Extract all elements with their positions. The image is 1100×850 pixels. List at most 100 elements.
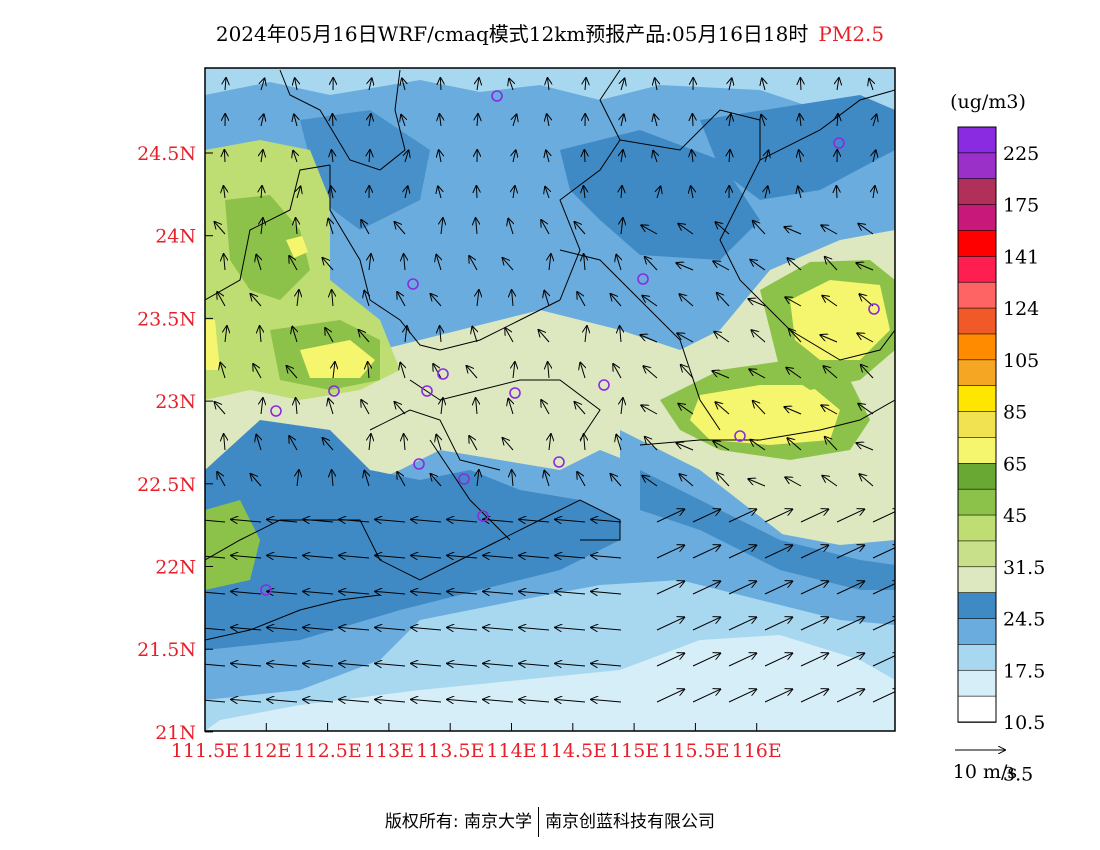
chart-title: 2024年05月16日WRF/cmaq模式12km预报产品:05月16日18时 P… <box>0 18 1100 48</box>
wind-arrow <box>431 474 442 487</box>
wind-arrow <box>714 332 730 343</box>
wind-arrow <box>785 477 802 487</box>
wind-arrow <box>303 699 334 702</box>
wind-arrow <box>821 405 838 415</box>
wind-arrow <box>260 326 261 343</box>
wind-arrow <box>411 591 442 594</box>
colorbar-swatch <box>957 463 997 490</box>
station-marker <box>833 137 845 149</box>
wind-arrow <box>717 293 730 307</box>
wind-arrow <box>339 627 370 630</box>
wind-arrow <box>477 470 479 487</box>
wind-arrow <box>261 186 262 199</box>
wind-arrow <box>787 258 802 271</box>
colorbar-swatch <box>957 230 997 258</box>
wind-arrow <box>297 470 299 487</box>
wind-arrow <box>303 663 334 666</box>
wind-arrow <box>789 329 802 343</box>
wind-arrow <box>224 254 225 271</box>
wind-arrow <box>293 151 297 163</box>
wind-arrow <box>621 150 623 163</box>
colorbar-label: 85 <box>1003 402 1027 424</box>
x-tick-label: 112.5E <box>293 740 361 762</box>
wind-arrow <box>483 663 514 666</box>
wind-arrow <box>750 260 766 271</box>
wind-arrow <box>728 509 756 523</box>
wind-arrow <box>375 627 406 630</box>
wind-arrow <box>575 222 586 235</box>
footer-right: 南京创蓝科技有限公司 <box>545 812 716 832</box>
wind-arrow <box>692 509 720 523</box>
wind-arrow <box>715 222 730 235</box>
wind-arrow <box>400 363 405 379</box>
wind-arrow <box>519 519 550 522</box>
wind-arrow <box>823 366 838 379</box>
wind-arrow <box>765 151 769 163</box>
x-tick-label: 115E <box>609 740 659 762</box>
wind-arrow <box>289 256 298 271</box>
wind-arrow <box>645 437 658 451</box>
wind-arrow <box>512 290 513 307</box>
wind-arrow <box>764 617 792 631</box>
wind-arrow <box>799 150 801 163</box>
station-marker <box>421 385 433 397</box>
wind-arrow <box>677 333 694 343</box>
wind-arrow <box>728 545 756 559</box>
wind-arrow <box>375 699 406 702</box>
wind-arrow <box>585 326 587 343</box>
wind-arrow <box>513 115 517 127</box>
wind-arrow <box>748 299 766 307</box>
wind-arrow <box>375 663 406 666</box>
station-marker <box>509 387 521 399</box>
wind-arrow <box>640 335 658 343</box>
wind-arrow <box>642 476 658 487</box>
wind-arrow <box>256 255 261 271</box>
wind-arrow <box>251 474 262 487</box>
wind-arrow <box>339 555 370 558</box>
colorbar-swatch <box>957 644 997 672</box>
wind-arrow <box>224 150 225 163</box>
colorbar-label: 10.5 <box>1003 712 1045 734</box>
wind-arrow <box>584 254 585 271</box>
wind-arrow <box>585 78 586 91</box>
wind-arrow <box>467 366 478 379</box>
wind-arrow <box>433 364 442 379</box>
wind-arrow <box>297 290 299 307</box>
colorbar-swatch <box>957 618 997 646</box>
wind-arrow <box>655 78 657 91</box>
wind-arrow <box>447 555 478 558</box>
wind-arrow <box>858 404 874 415</box>
wind-arrow <box>873 150 876 163</box>
wind-arrow <box>267 699 298 702</box>
wind-arrow <box>395 402 406 415</box>
wind-arrow <box>753 401 766 415</box>
wind-arrow <box>692 545 720 559</box>
wind-vectors <box>205 78 895 702</box>
wind-arrow <box>656 653 684 667</box>
wind-arrow <box>800 653 828 667</box>
wind-arrow <box>440 78 441 91</box>
wind-arrow <box>729 114 731 127</box>
wind-arrow <box>369 434 371 451</box>
wind-arrow <box>764 581 792 595</box>
station-marker <box>260 584 272 596</box>
y-tick-label: 21.5N <box>137 639 196 661</box>
wind-arrow <box>303 591 334 594</box>
wind-arrow <box>555 627 586 630</box>
wind-arrow <box>513 186 515 199</box>
wind-arrow <box>503 438 514 451</box>
wind-arrow <box>289 436 298 451</box>
wind-arrow <box>729 150 730 163</box>
wind-arrow <box>691 186 693 199</box>
wind-arrow <box>861 365 874 379</box>
station-marker <box>637 273 649 285</box>
colorbar-label: 45 <box>1003 505 1027 527</box>
wind-arrow <box>872 617 895 631</box>
colorbar-swatch <box>957 307 997 335</box>
wind-arrow <box>825 257 838 271</box>
colorbar-swatch <box>957 514 997 542</box>
wind-arrow <box>368 362 369 379</box>
wind-arrow <box>402 78 405 91</box>
wind-arrow <box>872 653 895 667</box>
wind-arrow <box>764 545 792 559</box>
